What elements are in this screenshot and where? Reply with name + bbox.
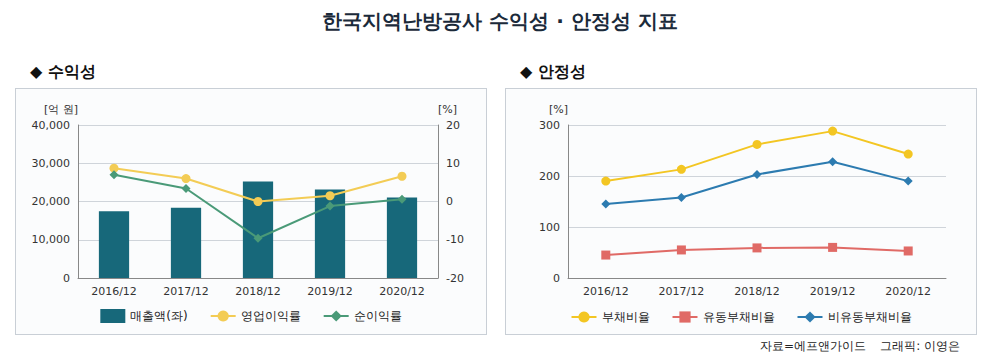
svg-text:40,000: 40,000 [32, 119, 71, 132]
svg-text:매출액(좌): 매출액(좌) [130, 309, 187, 323]
svg-text:[억 원]: [억 원] [44, 103, 78, 116]
svg-text:순이익률: 순이익률 [354, 309, 402, 323]
html-text:◆ 안정성: ◆ 안정성 [520, 62, 586, 81]
svg-text:100: 100 [539, 221, 560, 234]
html-text:그래픽: 이영은: 그래픽: 이영은 [880, 339, 960, 353]
svg-text:부채비율: 부채비율 [602, 310, 650, 324]
svg-text:0: 0 [446, 195, 453, 208]
svg-text:200: 200 [539, 170, 560, 183]
svg-text:2017/12: 2017/12 [659, 285, 705, 298]
html-text:자료=에프앤가이드: 자료=에프앤가이드 [760, 339, 867, 353]
svg-text:[%]: [%] [549, 103, 568, 116]
svg-text:2016/12: 2016/12 [583, 285, 629, 298]
svg-text:10: 10 [446, 157, 460, 170]
svg-text:-10: -10 [446, 233, 464, 246]
svg-text:10,000: 10,000 [32, 233, 71, 246]
html-text:한국지역난방공사 수익성 · 안정성 지표: 한국지역난방공사 수익성 · 안정성 지표 [322, 9, 678, 33]
svg-text:20,000: 20,000 [32, 195, 71, 208]
svg-text:2016/12: 2016/12 [91, 285, 137, 298]
svg-text:비유동부채비율: 비유동부채비율 [828, 310, 912, 324]
svg-text:-20: -20 [446, 272, 464, 285]
svg-text:300: 300 [539, 119, 560, 132]
html-text:◆ 수익성: ◆ 수익성 [30, 62, 96, 81]
svg-text:영업이익률: 영업이익률 [241, 309, 301, 323]
svg-text:2017/12: 2017/12 [163, 285, 209, 298]
svg-text:20: 20 [446, 119, 460, 132]
svg-text:유동부채비율: 유동부채비율 [703, 310, 775, 324]
svg-text:[%]: [%] [438, 103, 457, 116]
svg-text:2019/12: 2019/12 [307, 285, 353, 298]
svg-text:0: 0 [63, 272, 70, 285]
svg-text:2018/12: 2018/12 [235, 285, 281, 298]
svg-text:2020/12: 2020/12 [885, 285, 931, 298]
svg-text:30,000: 30,000 [32, 157, 71, 170]
svg-text:0: 0 [553, 272, 560, 285]
svg-text:2018/12: 2018/12 [734, 285, 780, 298]
svg-text:2019/12: 2019/12 [810, 285, 856, 298]
svg-text:2020/12: 2020/12 [379, 285, 425, 298]
